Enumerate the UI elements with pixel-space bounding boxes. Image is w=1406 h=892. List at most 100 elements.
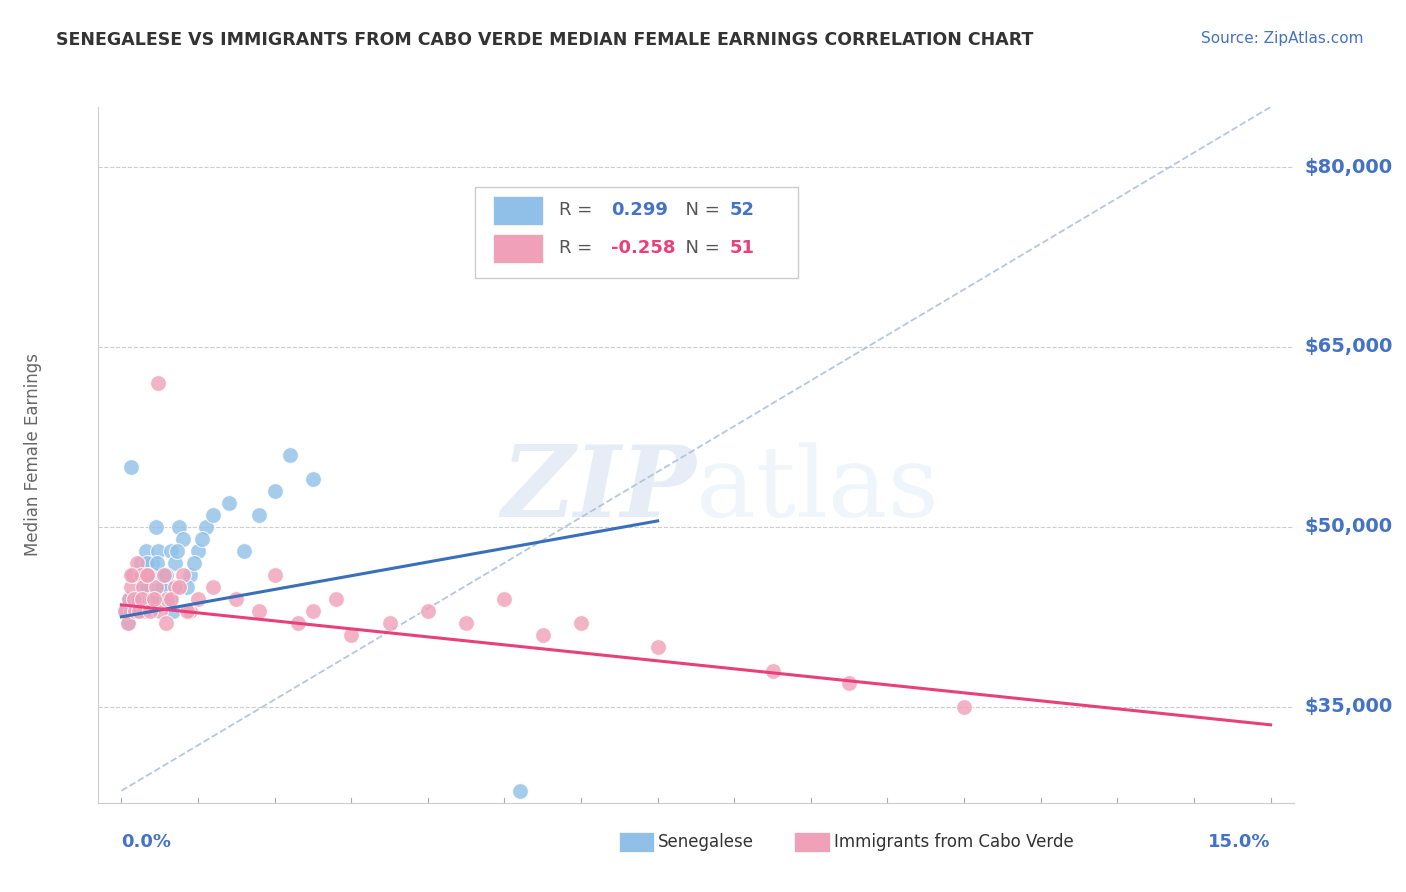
Point [139,604,162,618]
Point [134,604,156,618]
Point [531,628,554,642]
Point [509,784,531,798]
Point [179,604,201,618]
Point [187,544,209,558]
Point [263,567,285,582]
Point [135,544,157,558]
Text: R =: R = [558,238,598,257]
Point [953,699,976,714]
Point [125,556,148,570]
Text: -0.258: -0.258 [612,238,676,257]
Point [118,591,141,606]
Point [142,567,165,582]
Text: Median Female Earnings: Median Female Earnings [24,353,42,557]
Text: $65,000: $65,000 [1305,337,1393,357]
Point [152,567,174,582]
Point [120,604,142,618]
Text: $35,000: $35,000 [1305,698,1393,716]
Bar [494,234,543,263]
Point [117,615,139,630]
Point [124,591,146,606]
Point [340,628,363,642]
Point [114,604,136,618]
Text: $50,000: $50,000 [1305,517,1393,536]
Point [167,580,190,594]
Point [149,604,172,618]
Point [148,544,170,558]
Point [139,567,162,582]
Point [135,556,157,570]
Point [129,567,152,582]
Point [416,604,439,618]
Text: SENEGALESE VS IMMIGRANTS FROM CABO VERDE MEDIAN FEMALE EARNINGS CORRELATION CHAR: SENEGALESE VS IMMIGRANTS FROM CABO VERDE… [56,31,1033,49]
Point [131,591,153,606]
Text: 15.0%: 15.0% [1208,833,1271,851]
Point [141,591,163,606]
Point [247,508,270,522]
Point [150,580,173,594]
Point [287,615,309,630]
Text: 0.299: 0.299 [612,201,668,219]
Point [156,591,179,606]
Point [494,591,516,606]
Point [225,591,247,606]
Point [156,580,179,594]
Text: atlas: atlas [696,442,939,538]
Point [202,580,225,594]
Point [163,556,186,570]
Point [128,604,150,618]
Point [129,556,152,570]
Point [183,556,205,570]
Text: Senegalese: Senegalese [658,833,754,851]
Point [302,472,325,486]
Point [187,591,209,606]
Bar [494,196,543,226]
Point [143,591,166,606]
Point [325,591,347,606]
Point [172,532,194,546]
Point [247,604,270,618]
Point [761,664,783,678]
Point [145,580,167,594]
Point [647,640,669,654]
Text: 51: 51 [730,238,755,257]
Point [194,520,217,534]
Point [136,567,159,582]
Point [132,580,155,594]
Point [139,580,162,594]
Point [159,591,181,606]
Point [155,567,177,582]
Point [167,520,190,534]
Point [127,567,149,582]
Point [124,604,146,618]
Point [176,604,198,618]
Point [163,580,186,594]
Point [378,615,401,630]
Point [141,556,163,570]
Point [124,591,146,606]
Point [122,567,145,582]
Text: Source: ZipAtlas.com: Source: ZipAtlas.com [1201,31,1364,46]
Point [176,580,198,594]
Point [152,567,174,582]
Point [117,615,139,630]
Text: 0.0%: 0.0% [121,833,172,851]
Point [120,459,142,474]
Point [124,591,146,606]
Point [128,604,150,618]
Point [145,520,167,534]
Point [569,615,592,630]
Point [191,532,214,546]
Point [838,676,860,690]
Text: Immigrants from Cabo Verde: Immigrants from Cabo Verde [834,833,1074,851]
Point [233,544,256,558]
Point [162,604,184,618]
Point [132,580,155,594]
Text: $80,000: $80,000 [1305,158,1393,177]
Point [143,591,166,606]
Point [136,567,159,582]
Point [179,567,201,582]
Point [456,615,478,630]
Point [302,604,325,618]
Point [122,567,145,582]
